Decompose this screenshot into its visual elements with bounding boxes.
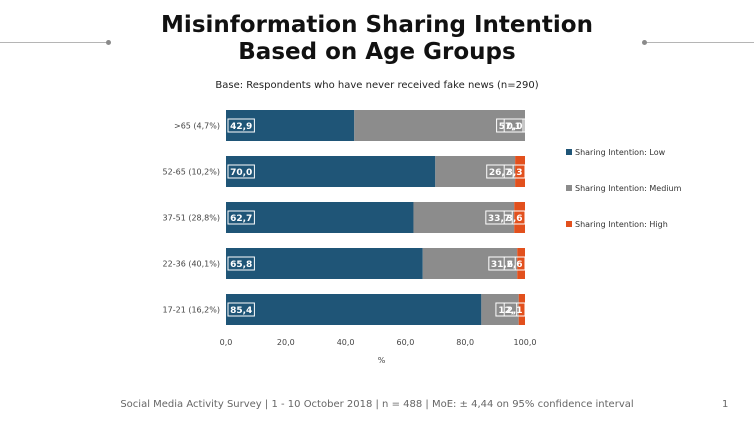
- footer-text: Social Media Activity Survey | 1 - 10 Oc…: [120, 399, 634, 410]
- legend-item: Sharing Intention: Medium: [566, 182, 681, 194]
- bar-segment-high: [514, 202, 525, 233]
- bar-segment-medium: [413, 202, 515, 233]
- title-decoration-left-line: [0, 42, 108, 43]
- x-tick-label: 80,0: [456, 338, 474, 347]
- data-label: 62,7: [230, 214, 252, 224]
- bar-segment-high: [515, 156, 525, 187]
- bar-segment-low: [226, 248, 423, 279]
- bar-segment-low: [226, 156, 436, 187]
- data-label: 70,0: [230, 168, 252, 178]
- legend-swatch: [566, 221, 572, 227]
- data-label: 2,1: [507, 306, 523, 316]
- x-tick-label: 20,0: [277, 338, 295, 347]
- data-label: 85,4: [230, 306, 252, 316]
- data-label: 42,9: [230, 122, 252, 132]
- bar-segment-low: [226, 294, 482, 325]
- category-label: 22-36 (40,1%): [163, 260, 220, 269]
- chart-title-text: Misinformation Sharing Intention Based o…: [161, 12, 593, 65]
- legend-label: Sharing Intention: High: [575, 219, 668, 229]
- x-tick-label: 100,0: [514, 338, 537, 347]
- data-label-box: [503, 164, 526, 179]
- data-label-box: [488, 256, 516, 271]
- data-label: 2,6: [507, 260, 523, 270]
- bar-segment-medium: [481, 294, 519, 325]
- page-number: 1: [722, 399, 729, 410]
- legend-item: Sharing Intention: High: [566, 218, 681, 230]
- title-decoration-right-dot: [642, 40, 647, 45]
- data-label-box: [227, 164, 255, 179]
- chart-subtitle: Base: Respondents who have never receive…: [215, 80, 539, 91]
- x-tick-label: 60,0: [396, 338, 414, 347]
- legend-item: Sharing Intention: Low: [566, 146, 681, 158]
- legend-label: Sharing Intention: Low: [575, 147, 666, 157]
- x-tick-label: 40,0: [337, 338, 355, 347]
- legend-swatch: [566, 149, 572, 155]
- data-label-box: [485, 210, 513, 225]
- x-axis-label: %: [378, 356, 386, 365]
- data-label: 65,8: [230, 260, 252, 270]
- data-label-box: [503, 256, 526, 271]
- bar-segment-high: [517, 248, 525, 279]
- bar-segment-medium: [435, 156, 516, 187]
- chart-legend: Sharing Intention: Low Sharing Intention:…: [566, 146, 681, 254]
- category-label: 17-21 (16,2%): [163, 306, 220, 315]
- bar-segment-high: [518, 294, 525, 325]
- data-label: 33,7: [488, 214, 510, 224]
- data-label: 12,: [498, 306, 514, 316]
- legend-swatch: [566, 185, 572, 191]
- data-label-box: [503, 118, 526, 133]
- x-tick-label: 0,0: [220, 338, 233, 347]
- title-decoration-left-dot: [106, 40, 111, 45]
- category-label: 52-65 (10,2%): [163, 168, 220, 177]
- data-label-box: [503, 210, 526, 225]
- data-label-box: [227, 210, 255, 225]
- chart-title: Misinformation Sharing Intention Based o…: [0, 12, 754, 66]
- data-label: 3,3: [507, 168, 523, 178]
- data-label: 26,7: [489, 168, 511, 178]
- data-label-box: [227, 256, 255, 271]
- data-label: 31,6: [491, 260, 513, 270]
- data-label: 57,1: [499, 122, 521, 132]
- data-label: 3,6: [507, 214, 523, 224]
- data-label: 0,0: [507, 122, 523, 132]
- legend-label: Sharing Intention: Medium: [575, 183, 682, 193]
- data-label-box: [486, 164, 514, 179]
- bar-segment-low: [226, 110, 355, 141]
- data-label-box: [503, 302, 526, 317]
- data-label-box: [227, 118, 255, 133]
- bar-segment-low: [226, 202, 414, 233]
- category-label: 37-51 (28,8%): [163, 214, 220, 223]
- title-decoration-right-line: [646, 42, 754, 43]
- data-label-box: [227, 302, 255, 317]
- category-label: >65 (4,7%): [174, 122, 220, 131]
- bar-segment-medium: [422, 248, 518, 279]
